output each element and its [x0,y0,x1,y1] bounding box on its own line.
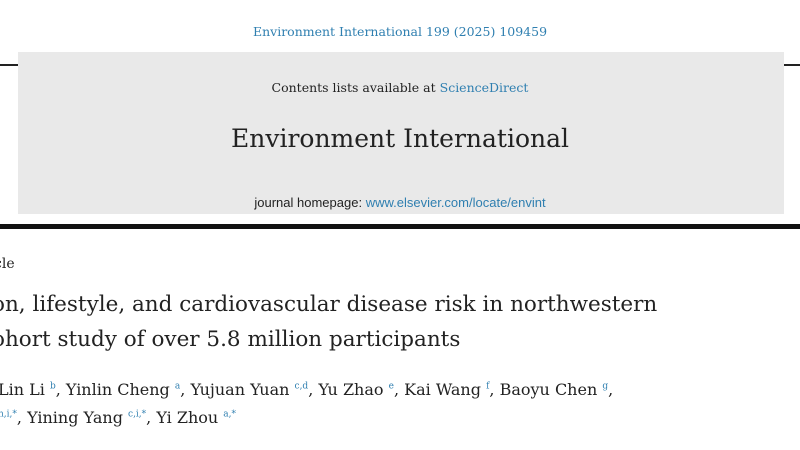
author-name[interactable]: Lin Li [0,380,45,399]
journal-banner [18,52,784,214]
homepage-link[interactable]: www.elsevier.com/locate/envint [365,195,546,210]
homepage-label: journal homepage: [254,195,366,210]
author-separator: , [489,380,500,399]
contents-line: Contents lists available at ScienceDirec… [0,80,800,95]
authors-line-1: Lin Li b, Yinlin Cheng a, Yujuan Yuan c,… [0,380,613,399]
author-separator: , [308,380,319,399]
author-separator: , [393,380,405,399]
author-affiliation-mark[interactable]: a,* [223,409,237,420]
author-separator: , [180,380,191,399]
author-name[interactable]: Yu Zhao [318,380,384,399]
contents-prefix: Contents lists available at [271,80,440,95]
author-affiliation-mark[interactable]: a [174,381,181,392]
author-separator: , [55,380,66,399]
author-name[interactable]: Kai Wang [404,380,481,399]
author-affiliation-mark[interactable]: f [486,381,490,392]
author-affiliation-mark[interactable]: c,i,* [128,409,147,420]
author-affiliation-mark[interactable]: h,i,* [0,409,17,420]
sciencedirect-link[interactable]: ScienceDirect [439,80,529,95]
homepage-line: journal homepage: www.elsevier.com/locat… [0,195,800,210]
author-separator: , [146,408,157,427]
author-affiliation-mark[interactable]: e [388,381,394,392]
author-name[interactable]: Baoyu Chen [499,380,598,399]
article-title-line-2: ohort study of over 5.8 million particip… [0,327,461,352]
author-name[interactable]: Yinlin Cheng [65,380,170,399]
journal-title: Environment International [230,124,570,153]
author-name[interactable]: Yujuan Yuan [190,380,290,399]
article-title-line-1: on, lifestyle, and cardiovascular diseas… [0,292,658,317]
author-name[interactable]: Yi Zhou [156,408,219,427]
journal-citation[interactable]: Environment International 199 (2025) 109… [252,24,548,39]
author-name[interactable]: Yining Yang [27,408,123,427]
authors-line-2: h,i,*, Yining Yang c,i,*, Yi Zhou a,* [0,408,236,427]
author-separator: , [608,380,614,399]
author-affiliation-mark[interactable]: g [602,381,609,392]
banner-divider [0,224,800,229]
author-affiliation-mark[interactable]: c,d [294,381,309,392]
article-type: cle [0,256,15,272]
author-affiliation-mark[interactable]: b [49,381,56,392]
author-separator: , [16,408,28,427]
